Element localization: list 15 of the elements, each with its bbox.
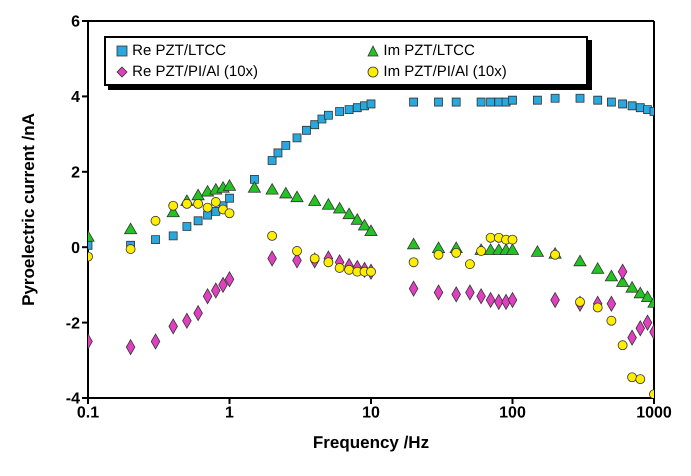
- legend-label: Im PZT/PI/Al (10x): [383, 63, 507, 80]
- x-tick-label: 10: [362, 404, 380, 422]
- y-tick-label: 6: [71, 14, 80, 31]
- legend-label: Re PZT/PI/Al (10x): [132, 63, 258, 80]
- x-tick-label: 1000: [636, 404, 672, 422]
- y-tick-label: 2: [71, 164, 80, 182]
- legend-label: Re PZT/LTCC: [132, 42, 226, 59]
- legend-label: Im PZT/LTCC: [383, 42, 475, 59]
- x-axis-title: Frequency /Hz: [312, 433, 430, 452]
- x-tick-label: 100: [499, 404, 526, 422]
- y-tick-label: -2: [66, 315, 80, 332]
- y-tick-label: 4: [71, 89, 80, 106]
- y-tick-label: 0: [71, 240, 80, 257]
- x-tick-label: 1: [225, 404, 234, 422]
- y-axis-title: Pyroelectric current /nA: [19, 113, 38, 306]
